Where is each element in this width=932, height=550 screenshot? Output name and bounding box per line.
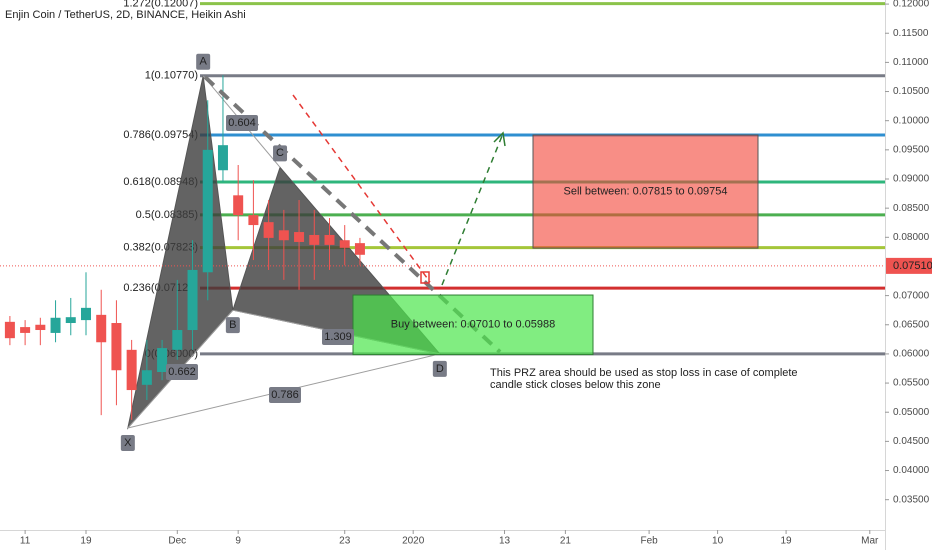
x-tick-label: Mar [861,536,879,547]
fib-label: 1(0.10770) [145,70,198,82]
point-label: C [276,147,284,159]
y-tick-label: 0.04500 [893,436,930,447]
candle-body [96,314,107,343]
y-tick-label: 0.03500 [893,494,930,505]
candle-body [35,324,46,331]
chart-title: Enjin Coin / TetherUS, 2D, BINANCE, Heik… [5,9,246,21]
x-tick-label: 21 [560,536,572,547]
y-tick-label: 0.05000 [893,407,930,418]
y-tick-label: 0.04000 [893,465,930,476]
point-tag [120,434,135,451]
y-tick-label: 0.05500 [893,378,930,389]
candle-body [339,240,350,248]
point-label: A [200,56,208,68]
y-tick-label: 0.10500 [893,86,930,97]
ratio-tag [226,115,258,131]
point-label: X [124,437,132,449]
candle-body [324,234,335,245]
candle-body [217,145,228,171]
x-tick-label: 13 [499,536,511,547]
candle-body [141,370,152,385]
x-tick-label: Dec [168,536,186,547]
ratio-tag [166,364,198,380]
ratio-label: 0.662 [168,366,196,378]
y-tick-label: 0.06500 [893,319,930,330]
point-tag [196,53,211,70]
projection-dash [441,135,503,286]
candle-body [233,195,244,216]
y-tick-label: 0.11000 [893,57,929,68]
y-tick-label: 0.09000 [893,174,930,185]
zone-text: Buy between: 0.07010 to 0.05988 [391,319,556,331]
candle-body [354,243,365,255]
note-text: This PRZ area should be used as stop los… [490,367,798,379]
y-tick-label: 0.07000 [893,290,930,301]
candle-body [248,215,259,226]
arrow-head [493,131,506,147]
candle-body [187,269,198,331]
candle-body [20,327,31,333]
ratio-label: 0.786 [271,389,299,401]
ratio-tag [322,329,354,345]
candle-body [157,348,168,372]
point-tag [432,360,447,377]
y-tick-label: 0.12000 [893,0,930,10]
x-tick-label: 9 [235,536,241,547]
candle-body [126,349,137,391]
point-label: D [436,363,444,375]
ratio-label: 1.309 [324,331,352,343]
x-tick-label: Feb [640,536,658,547]
candle-body [294,232,305,242]
projection-dash [292,94,431,283]
price-tag [886,257,932,274]
candle-body [202,149,213,273]
x-tick-label: 19 [80,536,92,547]
note-text: candle stick closes below this zone [490,379,661,391]
y-tick-label: 0.06000 [893,349,930,360]
candle-body [4,321,15,339]
candle-body [80,307,91,321]
fib-label: 0.786(0.09754) [123,129,198,141]
candle-body [50,317,61,333]
candle-body [172,330,183,350]
point-tag [273,145,288,162]
price-tag-label: 0.07510 [893,260,932,272]
ratio-label: 0.604 [228,117,256,129]
point-tag [225,317,240,334]
y-tick-label: 0.08000 [893,232,930,243]
candle-body [65,317,76,324]
x-tick-label: 23 [339,536,351,547]
zone-box [532,134,759,249]
marker [420,271,430,284]
x-tick-label: 10 [712,536,724,547]
candle-body [111,323,122,371]
y-tick-label: 0.10000 [893,115,930,126]
zone-box [352,294,594,356]
y-tick-label: 0.11500 [893,28,929,39]
plot-layer: 1.272(0.12007) 1(0.10770) 0.786(0.09754) 0.… [0,0,885,451]
candle-body [309,234,320,245]
point-label: B [229,319,236,331]
y-tick-label: 0.08500 [893,203,930,214]
fib-label: 1.272(0.12007) [123,0,198,10]
x-tick-label: 19 [781,536,793,547]
candle-body [263,222,274,238]
zone-text: Sell between: 0.07815 to 0.09754 [564,185,728,197]
x-tick-label: 11 [20,536,31,547]
y-tick-label: 0.09500 [893,144,930,155]
candle-body [278,230,289,241]
x-tick-label: 2020 [402,536,425,547]
ratio-tag [269,387,301,403]
